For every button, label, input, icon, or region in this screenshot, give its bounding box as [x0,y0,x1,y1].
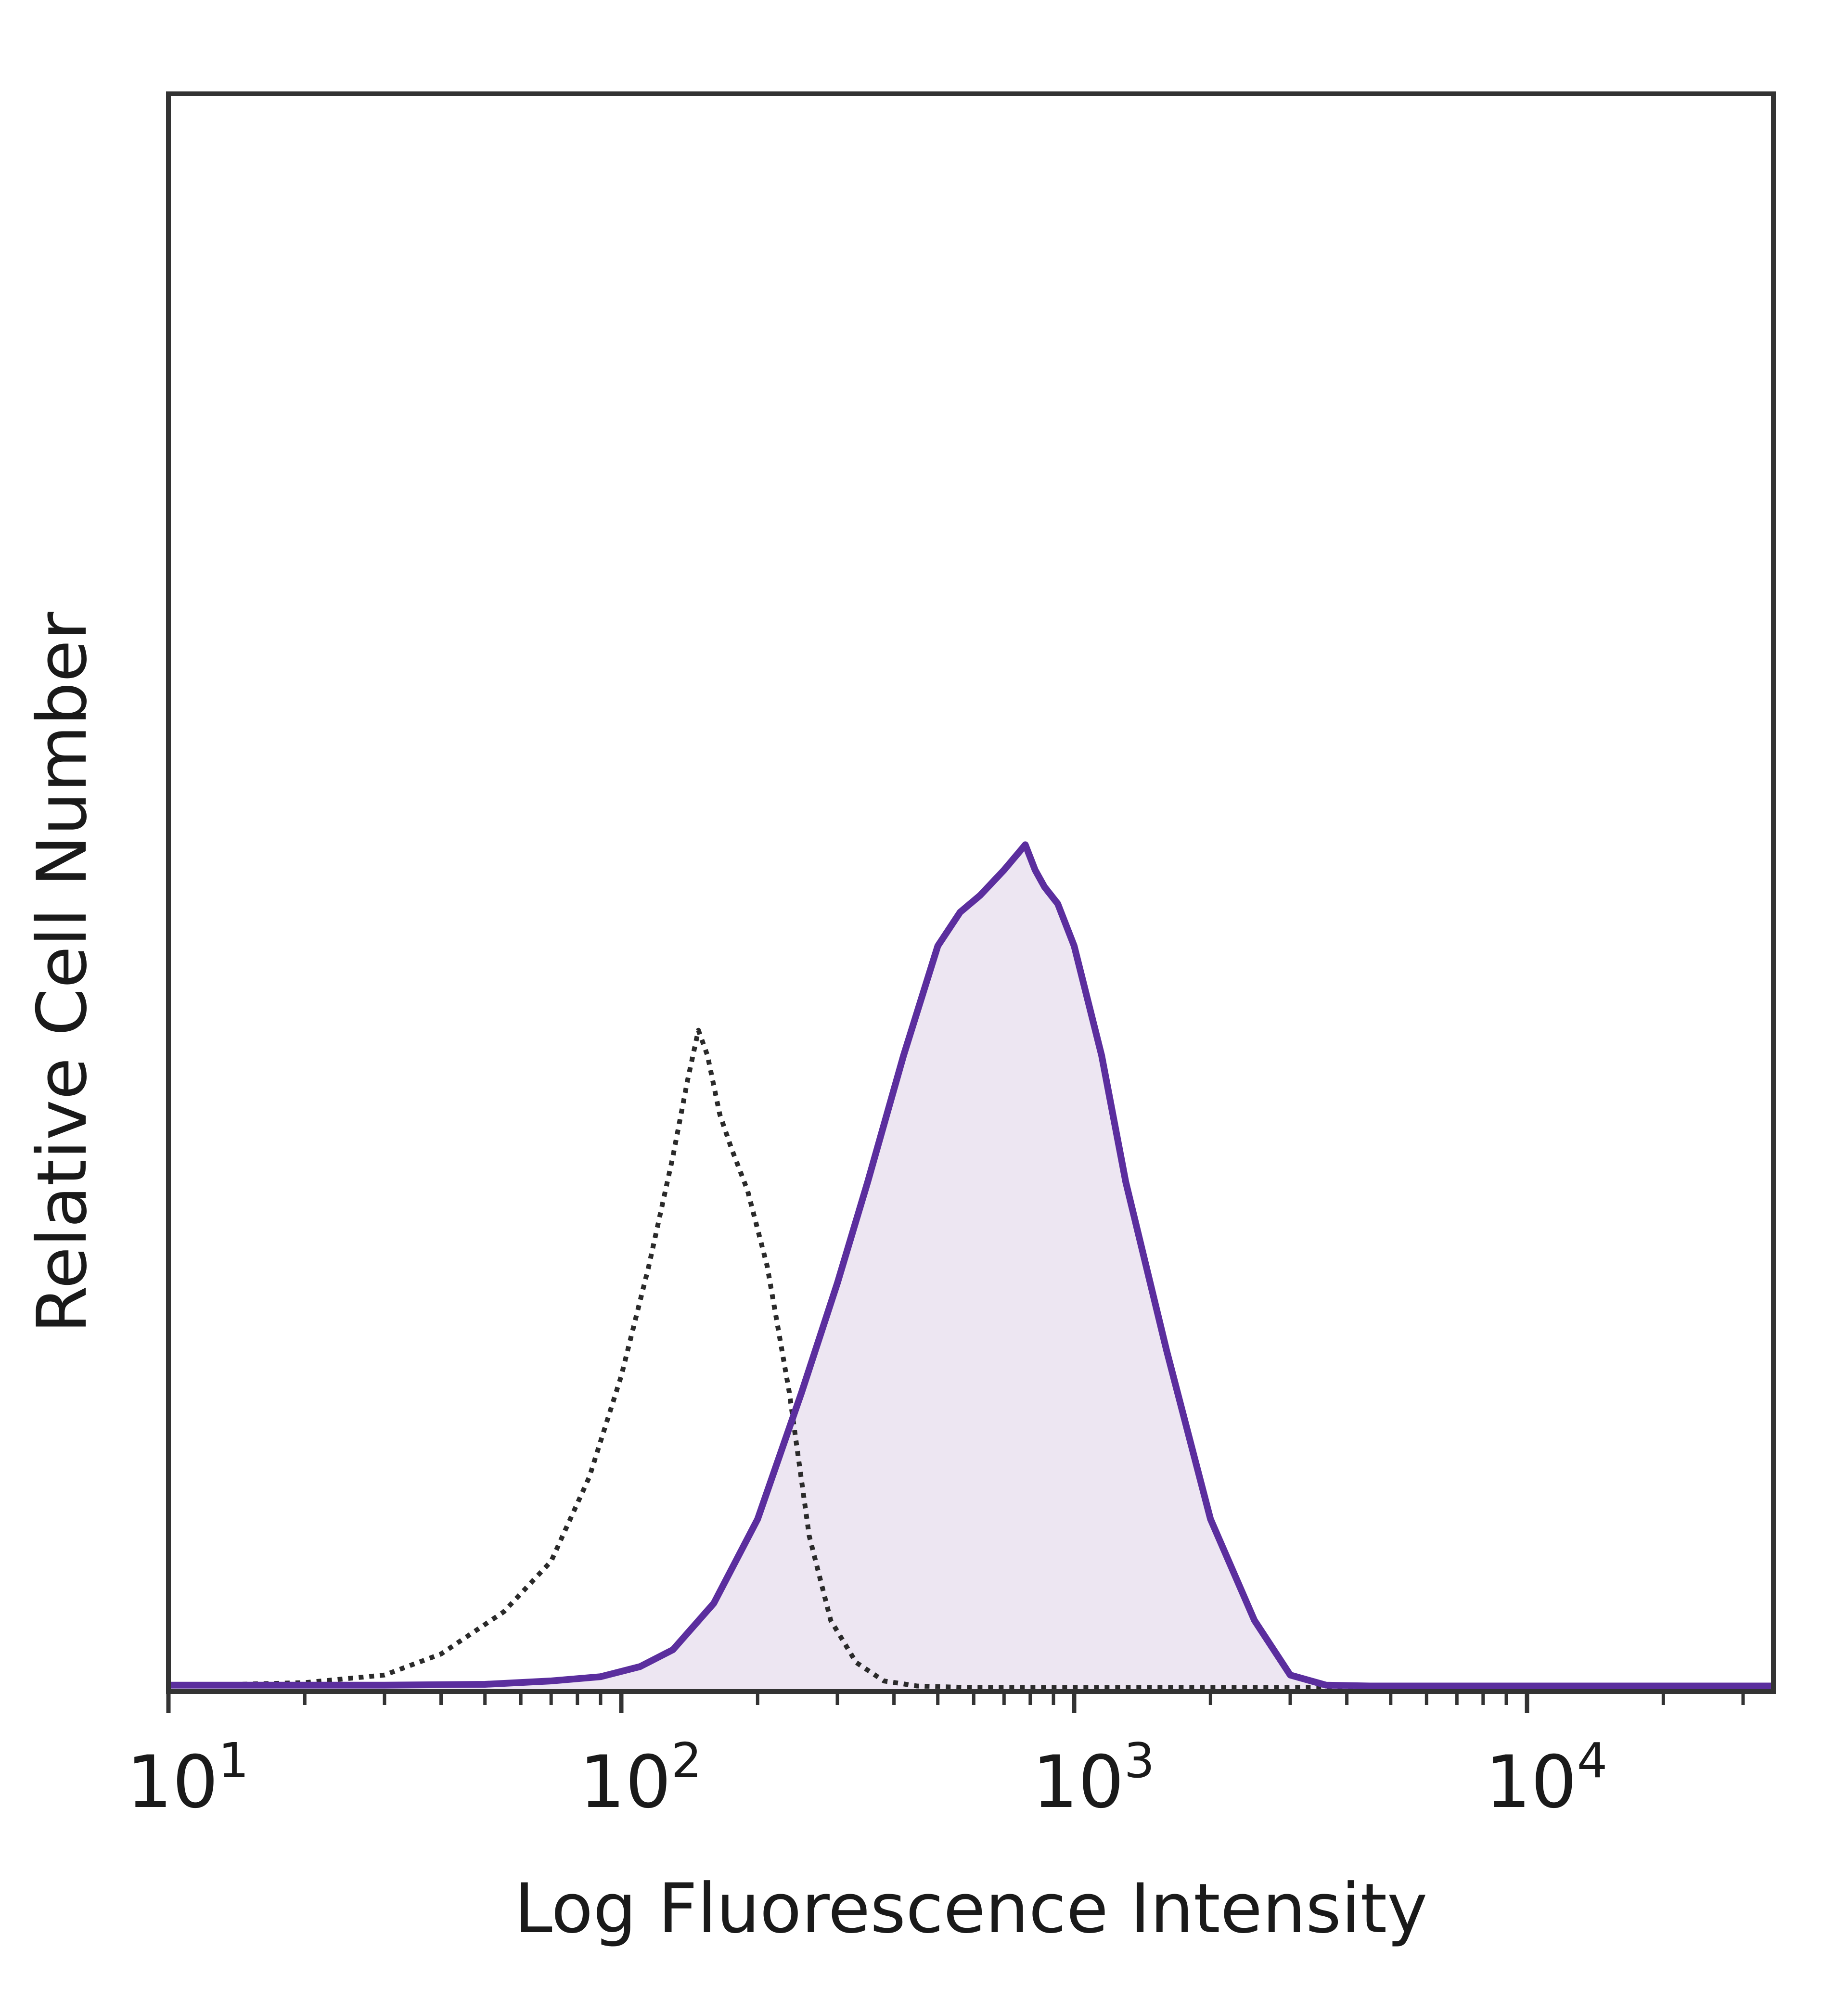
plot-area [166,91,1776,1713]
x-tick-label: 103 [1032,1732,1155,1824]
plot-frame [166,91,1776,1694]
x-axis-title: Log Fluorescence Intensity [514,1869,1427,1949]
x-axis-ticks [166,1692,1745,1713]
x-tick-labels: 101 102 103 104 [127,1732,1608,1824]
series-layer [168,841,1773,1690]
series-1-area [168,845,1773,1690]
x-tick-label: 101 [127,1732,249,1824]
y-axis-title: Relative Cell Number [23,612,102,1333]
x-tick-label: 104 [1485,1732,1608,1824]
series-1-line [168,841,1773,1690]
series-0-line [168,1027,1773,1690]
x-tick-label: 102 [579,1732,702,1824]
